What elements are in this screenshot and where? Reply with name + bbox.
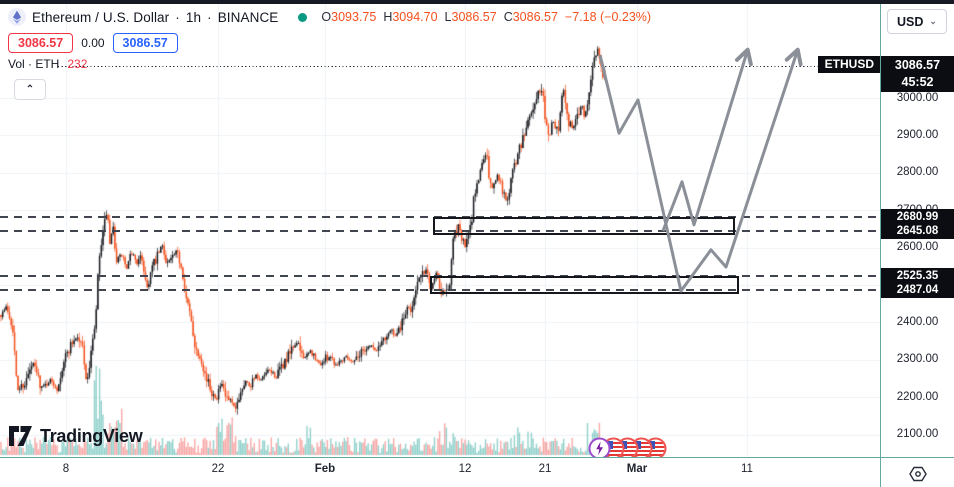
market-status-dot-icon[interactable] bbox=[298, 12, 308, 22]
price-axis[interactable]: USD ⌄ 3000.002900.002800.002700.002600.0… bbox=[881, 4, 954, 487]
last-price-dotted-line bbox=[58, 66, 880, 67]
projection-arrows-drawing[interactable] bbox=[0, 4, 880, 457]
last-price-value: 3086.57 bbox=[894, 58, 941, 72]
symbol-price-tag: ETHUSD bbox=[818, 56, 880, 73]
change-value: −7.18 (−0.23%) bbox=[564, 10, 652, 24]
chevron-up-icon: ⌃ bbox=[25, 84, 35, 95]
resistance-zone-box[interactable] bbox=[433, 217, 735, 235]
price-axis-tick: 2900.00 bbox=[896, 128, 939, 141]
time-axis-tick: 8 bbox=[62, 463, 70, 475]
currency-selector-button[interactable]: USD ⌄ bbox=[887, 9, 947, 34]
key-level-dashed-line[interactable] bbox=[0, 288, 880, 291]
key-level-dashed-line[interactable] bbox=[0, 229, 880, 232]
price-axis-tick: 2400.00 bbox=[896, 315, 939, 328]
volume-indicator-legend[interactable]: Vol · ETH 232 bbox=[8, 57, 87, 71]
scale-settings-gear-icon[interactable] bbox=[907, 463, 929, 485]
time-axis-border bbox=[0, 457, 954, 458]
open-value: 3093.75 bbox=[331, 10, 377, 24]
price-axis-tick: 2600.00 bbox=[896, 241, 939, 254]
level-price-label: 2525.35 bbox=[881, 267, 954, 284]
tradingview-logo-text: TradingView bbox=[40, 425, 143, 446]
sell-price-button[interactable]: 3086.57 bbox=[8, 33, 74, 53]
buy-price-button[interactable]: 3086.57 bbox=[112, 33, 178, 53]
volume-value: 232 bbox=[67, 57, 88, 71]
low-value: 3086.57 bbox=[451, 10, 497, 24]
tradingview-logo[interactable]: TradingView bbox=[8, 425, 143, 447]
time-axis-tick: Feb bbox=[314, 463, 336, 475]
bid-ask-row: 3086.57 0.00 3086.57 bbox=[8, 33, 178, 53]
trend-projection-arrow[interactable] bbox=[598, 47, 803, 293]
time-axis-tick: 21 bbox=[538, 463, 552, 475]
chart-legend: Ethereum / U.S. Dollar · 1h · BINANCE O3… bbox=[8, 8, 651, 26]
level-price-label: 2680.99 bbox=[881, 209, 954, 226]
time-axis-tick: Mar bbox=[626, 463, 648, 475]
exchange-label[interactable]: BINANCE bbox=[217, 9, 279, 25]
spread-value: 0.00 bbox=[81, 36, 105, 50]
ohlc-values: O3093.75 H3094.70 L3086.57 C3086.57 −7.1… bbox=[321, 10, 652, 24]
collapse-pane-button[interactable]: ⌃ bbox=[14, 79, 46, 100]
high-value: 3094.70 bbox=[392, 10, 438, 24]
time-axis-tick: 22 bbox=[211, 463, 225, 475]
level-price-label: 2645.08 bbox=[881, 222, 954, 239]
price-axis-tick: 2200.00 bbox=[896, 390, 939, 403]
time-axis[interactable]: 8 22 Feb 12 21 Mar 11 bbox=[0, 458, 880, 487]
support-zone-box[interactable] bbox=[430, 275, 739, 294]
close-value: 3086.57 bbox=[512, 10, 558, 24]
price-axis-tick: 3000.00 bbox=[896, 91, 939, 104]
ethereum-icon bbox=[8, 8, 26, 26]
level-price-label: 2487.04 bbox=[881, 281, 954, 298]
price-axis-border bbox=[880, 4, 881, 487]
trend-projection-arrow[interactable] bbox=[661, 47, 753, 232]
chevron-down-icon: ⌄ bbox=[929, 16, 937, 26]
time-axis-tick: 11 bbox=[741, 463, 753, 475]
window-top-strip bbox=[0, 0, 954, 4]
time-axis-tick: 12 bbox=[458, 463, 472, 475]
price-axis-tick: 2800.00 bbox=[896, 166, 939, 179]
symbol-title[interactable]: Ethereum / U.S. Dollar bbox=[32, 9, 170, 25]
price-axis-tick: 2300.00 bbox=[896, 353, 939, 366]
tradingview-mark-icon bbox=[9, 426, 32, 446]
last-price-label[interactable]: 3086.57 45:52 bbox=[881, 56, 954, 92]
bar-countdown: 45:52 bbox=[901, 75, 934, 89]
volume-label: Vol · ETH bbox=[8, 57, 60, 71]
price-axis-tick: 2100.00 bbox=[896, 428, 939, 441]
chart-area[interactable] bbox=[0, 4, 880, 457]
interval-label[interactable]: 1h bbox=[185, 9, 202, 25]
